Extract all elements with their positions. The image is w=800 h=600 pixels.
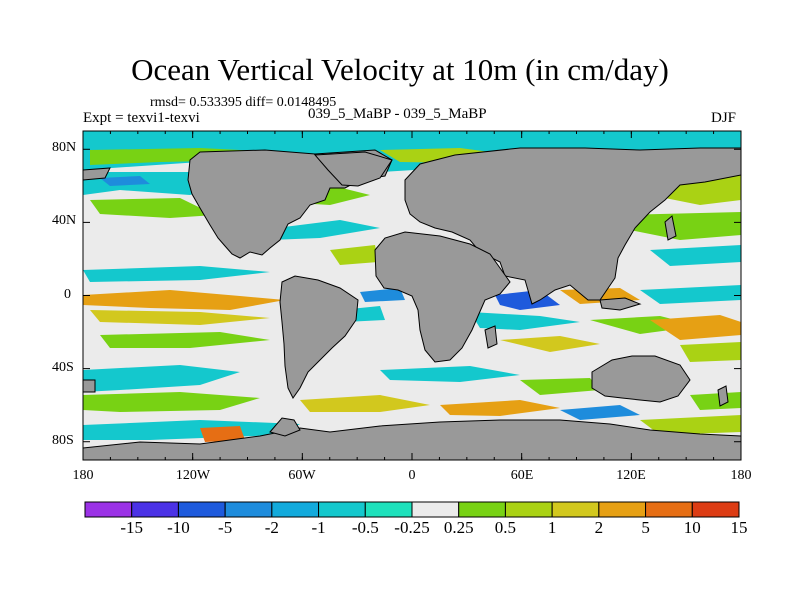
land-mass <box>83 379 96 393</box>
case-label: 039_5_MaBP - 039_5_MaBP <box>308 106 487 122</box>
lon-label-120w: 120W <box>175 468 211 483</box>
lon-label-180e: 180 <box>730 468 752 483</box>
land-mass <box>599 297 642 311</box>
colorbar-label: 10 <box>683 518 701 537</box>
land-mass <box>313 151 393 187</box>
lon-label-120e: 120E <box>616 468 646 483</box>
velocity-band <box>83 266 270 282</box>
land-mass <box>83 167 111 181</box>
colorbar-label: -2 <box>264 518 279 537</box>
land-mass <box>279 275 359 399</box>
velocity-band <box>520 378 600 395</box>
stats-text: rmsd= 0.533395 diff= 0.0148495 <box>150 95 337 110</box>
lat-label-80s: 80S <box>52 433 74 448</box>
land-mass <box>664 215 677 241</box>
velocity-band <box>330 245 378 265</box>
lat-label-40n: 40N <box>52 213 77 228</box>
colorbar-label: 15 <box>730 518 748 537</box>
colorbar-label: 2 <box>594 518 604 537</box>
velocity-band <box>83 420 300 440</box>
velocity-band <box>650 245 741 266</box>
velocity-band <box>440 400 560 416</box>
lat-label-0: 0 <box>64 287 71 302</box>
lon-label-0: 0 <box>408 468 416 483</box>
velocity-band <box>640 415 741 435</box>
tick-marks <box>82 131 742 460</box>
colorbar-label: 0.5 <box>494 518 517 537</box>
velocity-band <box>560 405 640 420</box>
velocity-band <box>200 426 245 442</box>
velocity-band <box>83 392 260 412</box>
velocity-band <box>83 290 285 310</box>
colorbar-label: -10 <box>167 518 190 537</box>
lon-label-60e: 60E <box>510 468 534 483</box>
velocity-band <box>650 315 741 340</box>
land-mass <box>374 231 511 363</box>
colorbar-label: -0.25 <box>394 518 430 537</box>
velocity-band <box>470 312 580 330</box>
velocity-band <box>90 198 215 218</box>
land-mass <box>404 147 741 305</box>
land-mass <box>83 419 741 460</box>
velocity-band <box>100 332 270 348</box>
velocity-band <box>680 342 741 362</box>
season-label: DJF <box>711 110 737 126</box>
velocity-band <box>620 212 741 240</box>
land-mass <box>717 385 729 407</box>
velocity-band <box>100 176 150 186</box>
experiment-label: Expt = texvi1-texvi <box>83 110 200 126</box>
land-mass <box>484 325 498 349</box>
colorbar-label: 5 <box>641 518 650 537</box>
map-title: Ocean Vertical Velocity at 10m (in cm/da… <box>131 52 669 87</box>
colorbar-label: -5 <box>218 518 233 537</box>
velocity-band <box>360 288 405 302</box>
colorbar-label: -0.5 <box>351 518 379 537</box>
colorbar-label: 0.25 <box>443 518 474 537</box>
velocity-band <box>500 336 600 352</box>
velocity-band <box>260 220 380 240</box>
velocity-band <box>380 366 520 382</box>
lat-label-40s: 40S <box>52 360 74 375</box>
colorbar-label: -15 <box>120 518 144 537</box>
land-mass <box>591 355 691 403</box>
land-masses <box>83 147 741 460</box>
lon-label-180w: 180 <box>72 468 94 483</box>
velocity-band <box>90 310 270 325</box>
lat-label-80n: 80N <box>52 140 77 155</box>
velocity-band <box>690 392 741 410</box>
colorbar-label: 1 <box>547 518 557 537</box>
land-mass <box>269 417 301 437</box>
lon-label-60w: 60W <box>288 468 316 483</box>
velocity-band <box>300 395 430 412</box>
velocity-band <box>83 365 240 392</box>
colorbar-label: -1 <box>311 518 326 537</box>
velocity-band <box>640 285 741 304</box>
